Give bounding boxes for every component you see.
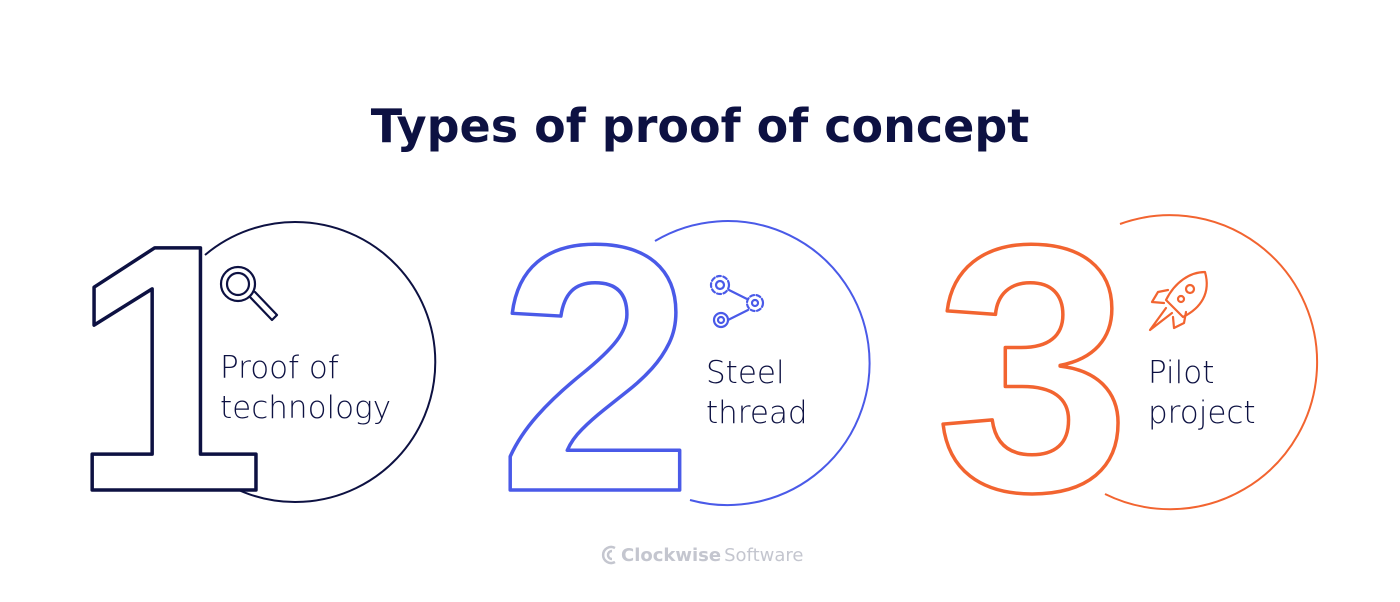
circle [654, 220, 871, 507]
logo: Clockwise Software [601, 545, 803, 566]
number: 1 [70, 171, 266, 565]
label: technology [220, 390, 391, 426]
title: Types of proof of concept [371, 99, 1030, 153]
logo-suffix: Software [724, 545, 803, 566]
circle [1104, 214, 1319, 511]
item-2: 2 Steel thread [496, 169, 871, 567]
label: project [1148, 395, 1256, 431]
label: Pilot [1148, 355, 1214, 391]
logo-brand: Clockwise [621, 545, 721, 566]
number: 2 [498, 171, 694, 565]
magnifier-icon [219, 265, 279, 322]
circle [204, 221, 437, 503]
logo-mark [601, 545, 616, 565]
rocket-icon [1148, 270, 1208, 332]
item-1: 1 Proof of technology [68, 169, 437, 567]
label: Proof of [220, 350, 339, 386]
label: Steel [706, 355, 785, 391]
logo-text: Clockwise Software [621, 545, 803, 566]
gears-icon [709, 274, 765, 329]
item-3: 3 Pilot project [933, 169, 1319, 567]
number: 3 [935, 171, 1131, 565]
label: thread [706, 395, 808, 431]
